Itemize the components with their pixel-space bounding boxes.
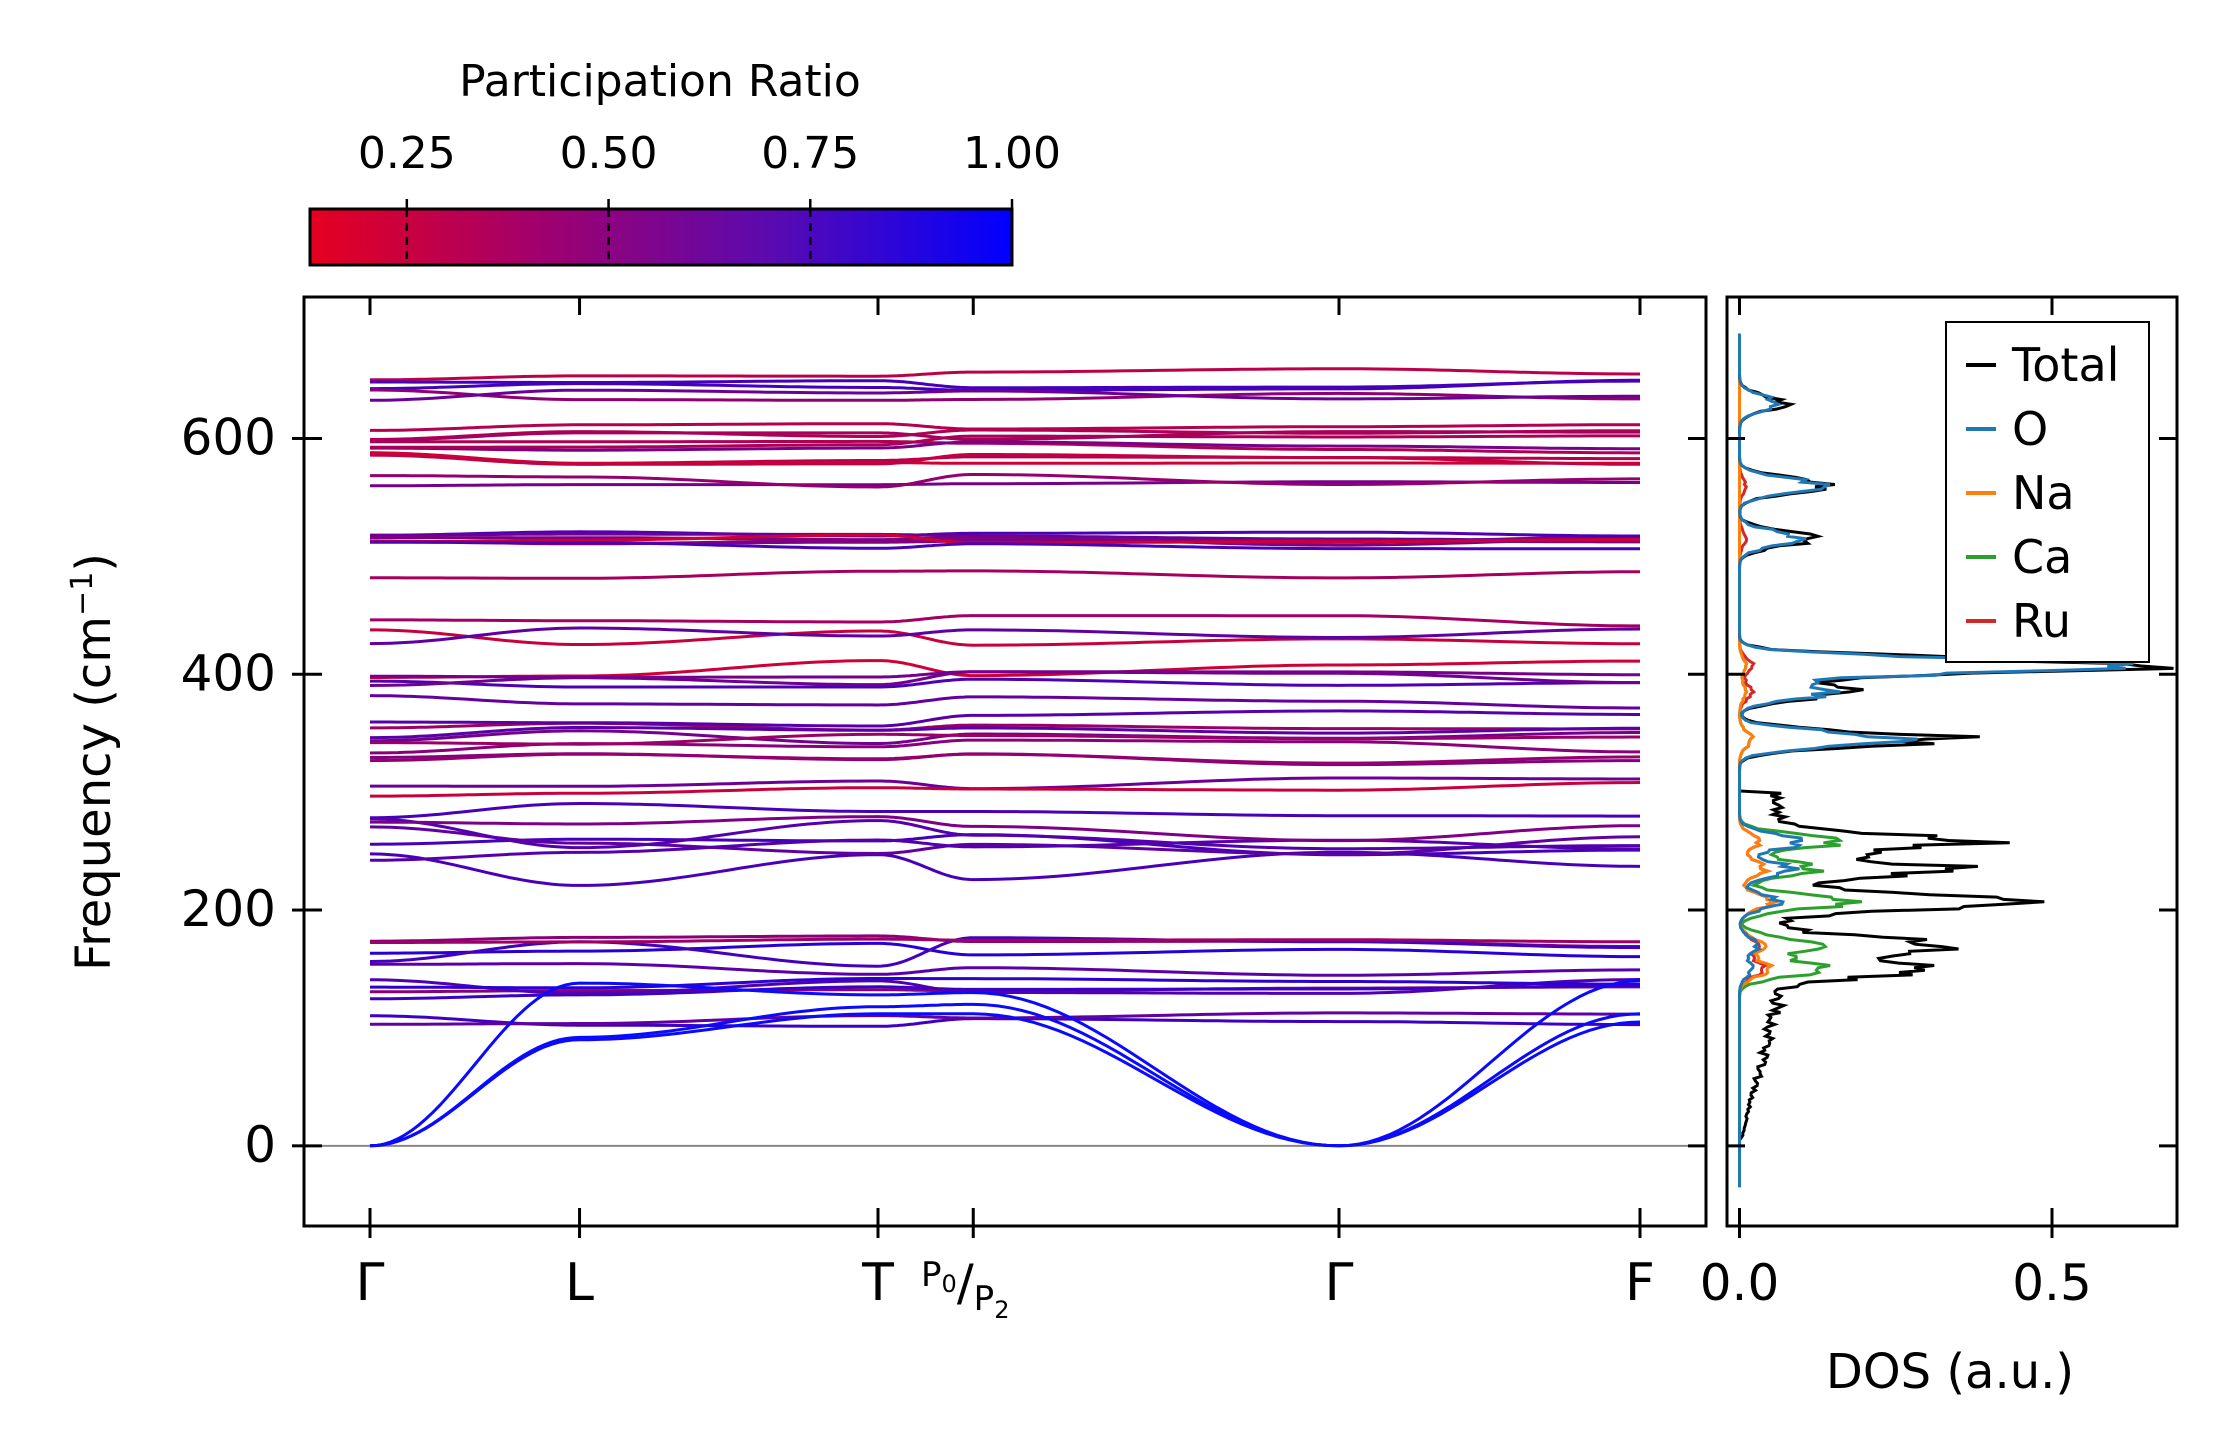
optical-branch — [370, 628, 1640, 647]
optical-branch — [370, 540, 1640, 551]
legend-label: Na — [2012, 466, 2075, 520]
colorbar-tick-label: 1.00 — [963, 128, 1061, 179]
optical-branch — [370, 815, 1640, 843]
optical-branch — [370, 817, 1640, 851]
colorbar-title: Participation Ratio — [459, 56, 861, 107]
optical-branch — [370, 379, 1640, 390]
optical-branch — [369, 850, 1641, 887]
optical-branch — [369, 694, 1640, 710]
legend-label: Ru — [2012, 594, 2071, 648]
legend-label: Total — [2011, 338, 2119, 392]
dos-x-axis-label: DOS (a.u.) — [1826, 1344, 2074, 1400]
colorbar-tick-label: 0.25 — [358, 128, 456, 179]
k-label-part: 0 — [942, 1270, 957, 1298]
y-tick-label: 600 — [181, 408, 276, 466]
optical-branch — [370, 677, 1640, 689]
band-y-ticks: 0 200 400 600 — [181, 408, 1706, 1174]
optical-branch — [370, 1011, 1640, 1026]
colorbar-tick-label: 0.50 — [560, 128, 658, 179]
y-axis-label: Frequency (cm−1) — [65, 553, 122, 971]
optical-branch — [370, 776, 1640, 791]
dos-curves — [1738, 333, 2174, 1188]
optical-branch — [370, 367, 1640, 382]
optical-branch — [369, 453, 1640, 466]
dos-curve-ca — [1738, 333, 1863, 1188]
optical-branch — [370, 439, 1640, 455]
k-point-label: L — [565, 1253, 594, 1313]
k-point-label: Γ — [356, 1253, 385, 1313]
optical-branch — [370, 709, 1640, 728]
y-tick-label: 400 — [181, 644, 276, 702]
y-tick-label: 0 — [244, 1116, 276, 1174]
legend-label: O — [2012, 402, 2048, 456]
legend-label: Ca — [2012, 530, 2072, 584]
optical-branch — [370, 962, 1640, 977]
optical-branch — [370, 480, 1640, 488]
k-point-label: P0/P2 — [921, 1254, 1009, 1324]
k-label-part: 2 — [994, 1296, 1009, 1324]
optical-branch — [370, 422, 1640, 432]
colorbar-gradient — [308, 207, 1014, 267]
optical-branch — [370, 569, 1640, 580]
dos-ticks: 0.0 0.5 — [1700, 297, 2177, 1312]
optical-branch — [370, 726, 1641, 740]
optical-branch — [370, 533, 1640, 545]
optical-branch — [370, 781, 1641, 798]
optical-branch — [370, 670, 1640, 679]
optical-branch — [370, 440, 1640, 452]
optical-branch — [370, 532, 1640, 542]
k-label-part: P — [974, 1279, 995, 1319]
optical-branch — [370, 388, 1640, 402]
optical-branch — [370, 977, 1640, 990]
band-lines — [304, 367, 1706, 1148]
optical-branch — [369, 825, 1641, 856]
band-x-ticks: Γ L T P0/P2 Γ F — [356, 297, 1655, 1324]
optical-branch — [370, 937, 1640, 944]
dos-x-tick-label: 0.0 — [1700, 1254, 1780, 1312]
optical-branch — [370, 388, 1640, 402]
optical-branch — [369, 752, 1641, 765]
k-point-label: F — [1625, 1253, 1655, 1313]
acoustic-branch — [369, 1012, 1641, 1148]
optical-branch — [370, 430, 1640, 442]
optical-branch — [370, 614, 1640, 628]
k-point-label: T — [861, 1253, 894, 1313]
dos-panel: 0.0 0.5 DOS (a.u.) Total O Na Ca Ru — [1700, 295, 2179, 1400]
k-label-part: / — [957, 1254, 974, 1312]
acoustic-branch — [369, 979, 1641, 1148]
dos-curve-o — [1738, 333, 2134, 1188]
optical-branch — [370, 473, 1640, 489]
y-tick-label: 200 — [181, 880, 276, 938]
acoustic-branch — [369, 1002, 1641, 1148]
band-axes-frame — [302, 295, 1708, 1228]
colorbar-ticks: 0.25 0.50 0.75 1.00 — [358, 128, 1061, 265]
optical-branch — [370, 802, 1640, 820]
colorbar: Participation Ratio 0.25 0.50 0.75 1.00 — [308, 56, 1061, 267]
optical-branch — [369, 626, 1641, 646]
dos-legend: Total O Na Ca Ru — [1945, 321, 2150, 663]
optical-branch — [370, 732, 1640, 746]
optical-branch — [370, 434, 1640, 449]
k-point-label: Γ — [1325, 1253, 1354, 1313]
dos-x-tick-label: 0.5 — [2012, 1254, 2092, 1312]
optical-branch — [369, 738, 1640, 755]
dos-axes-frame — [1725, 295, 2179, 1228]
optical-branch — [370, 941, 1640, 959]
colorbar-tick-label: 0.75 — [761, 128, 859, 179]
k-label-part: P — [921, 1255, 942, 1295]
